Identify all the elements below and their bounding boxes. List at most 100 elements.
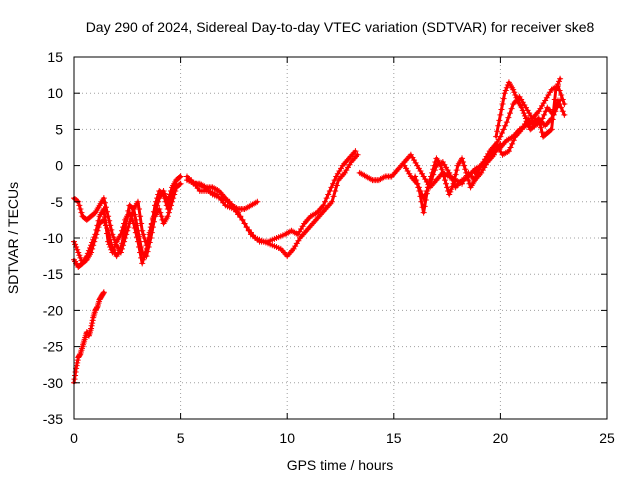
y-tick-label: -25 [43,339,63,355]
data-point [243,224,250,231]
data-point [109,249,116,256]
data-point [524,118,531,125]
data-point [417,193,424,200]
data-point [94,222,101,229]
data-point [557,75,564,82]
data-point [141,253,148,260]
x-tick-label: 20 [493,430,509,446]
data-point [522,115,529,122]
data-point [506,110,513,117]
data-point [446,191,453,198]
data-point [552,86,559,93]
data-point [165,209,172,216]
data-point [412,173,419,180]
y-tick-label: -35 [43,411,63,427]
data-point [134,238,141,245]
data-point [164,198,171,205]
data-point [325,191,332,198]
data-point [495,122,502,129]
data-point [110,234,117,241]
data-point [323,195,330,202]
data-point [128,215,135,222]
data-point [91,234,98,241]
data-point [447,173,454,180]
data-point [146,229,153,236]
data-point [137,213,144,220]
data-point [131,225,138,232]
data-point [118,240,125,247]
data-point [71,376,78,383]
data-point [106,217,113,224]
data-point [130,206,137,213]
data-point [556,78,563,85]
data-point [472,174,479,181]
data-point [161,190,168,197]
x-tick-label: 25 [599,430,615,446]
data-point [332,187,339,194]
data-point [110,246,117,253]
data-point [459,155,466,162]
data-point [150,213,157,220]
data-point [520,110,527,117]
y-tick-label: -20 [43,302,63,318]
data-point [162,193,169,200]
y-tick-label: 5 [55,121,63,137]
data-point [513,94,520,101]
data-point [120,224,127,231]
data-point [239,216,246,223]
data-point [509,140,516,147]
data-point [558,92,565,99]
data-point [449,183,456,190]
data-point [88,242,95,249]
data-point [117,231,124,238]
data-point [502,87,509,94]
data-point [446,169,453,176]
data-point [463,169,470,176]
data-point [452,171,459,178]
data-point [177,173,184,180]
data-point [550,106,557,113]
data-point [105,238,112,245]
data-point [443,180,450,187]
data-point [525,120,532,127]
data-point [129,217,136,224]
data-point [140,256,147,263]
y-tick-label: -30 [43,375,63,391]
data-point [450,180,457,187]
data-point [152,209,159,216]
data-point [164,213,171,220]
data-point [507,144,514,151]
data-point [536,120,543,127]
data-point [501,90,508,97]
data-point [102,222,109,229]
data-point [420,209,427,216]
y-tick-label: 10 [47,85,63,101]
data-point [554,81,561,88]
data-point [168,187,175,194]
data-point [537,124,544,131]
y-tick-label: -15 [43,266,63,282]
data-point [75,249,82,256]
data-point [548,126,555,133]
x-axis-label: GPS time / hours [287,457,394,473]
data-point [471,177,478,184]
data-point [76,252,83,259]
data-point [328,198,335,205]
data-point [132,229,139,236]
axis-ticks: 0 5 10 15 20 25 15 10 5 0 -5 -10 -15 -20 -25 -30 -35 [43,49,615,446]
data-point [464,173,471,180]
data-point [503,119,510,126]
data-point [556,101,563,108]
data-point [139,260,146,267]
data-point [126,209,133,216]
data-point [422,196,429,203]
data-point [430,166,437,173]
x-tick-label: 15 [386,430,402,446]
data-point [498,106,505,113]
data-point [561,111,568,118]
data-point [439,169,446,176]
data-point [100,195,107,202]
data-point [444,184,451,191]
data-point [431,162,438,169]
data-point [556,87,563,94]
